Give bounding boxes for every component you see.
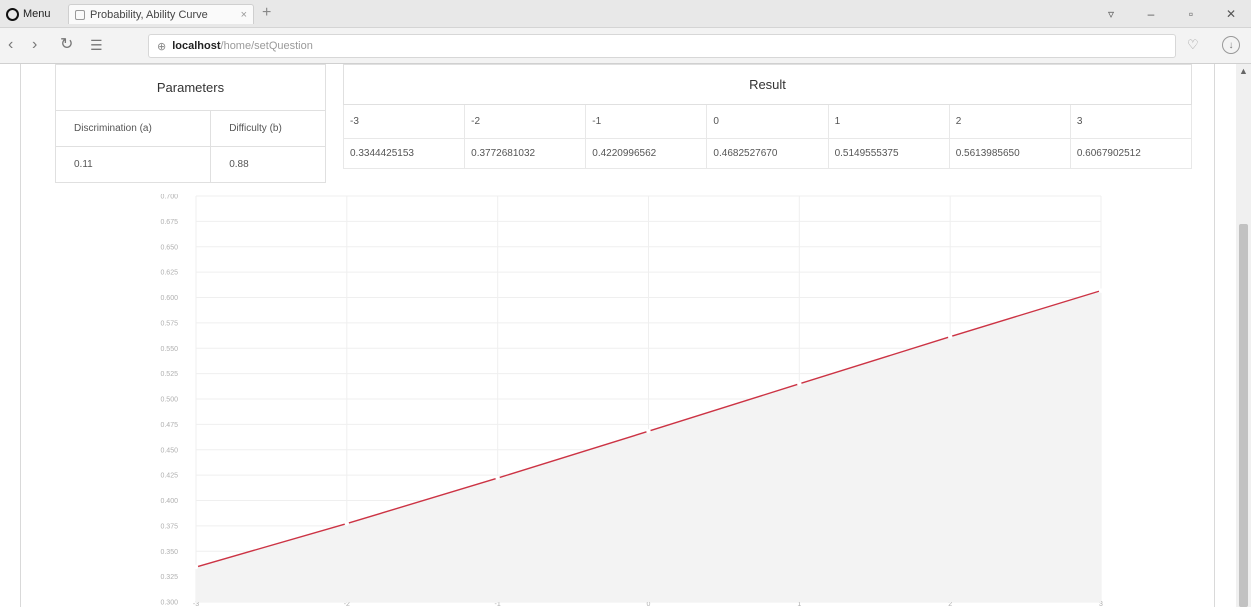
y-tick-label: 0.625 xyxy=(160,270,178,277)
x-tick-label: -1 xyxy=(495,601,501,607)
y-tick-label: 0.675 xyxy=(160,219,178,226)
data-point xyxy=(646,428,651,434)
reload-icon[interactable]: ↻ xyxy=(60,36,74,53)
ability-header: -2 xyxy=(464,104,587,139)
menu-label: Menu xyxy=(23,8,51,20)
ability-header: 3 xyxy=(1069,104,1193,139)
ability-header: -3 xyxy=(342,104,466,139)
data-point xyxy=(193,564,199,570)
y-tick-label: 0.550 xyxy=(160,346,178,353)
ability-header: 1 xyxy=(827,104,950,139)
minimize-icon[interactable]: – xyxy=(1147,7,1155,21)
data-point xyxy=(947,334,953,339)
address-toolbar: ‹ › ↻ ☰ ⊕ localhost/home/setQuestion ♡ ↓ xyxy=(0,28,1251,64)
globe-icon: ⊕ xyxy=(157,40,167,53)
url-host: localhost xyxy=(172,40,221,52)
ability-header: 2 xyxy=(948,104,1071,139)
y-tick-label: 0.425 xyxy=(160,473,178,480)
probability-cell: 0.5613985650 xyxy=(948,138,1071,169)
difficulty-label: Difficulty (b) xyxy=(210,110,326,147)
y-tick-label: 0.600 xyxy=(160,295,178,302)
probability-chart: 0.700 0.675 0.650 0.625 0.600 0.575 0.550 0.525… xyxy=(160,194,1104,607)
container-border-right xyxy=(1214,64,1215,607)
maximize-icon[interactable]: ▫ xyxy=(1188,7,1194,21)
y-tick-label: 0.475 xyxy=(160,422,178,429)
x-tick-label: 2 xyxy=(948,601,952,607)
menu-button[interactable]: Menu xyxy=(2,4,55,24)
y-tick-label: 0.700 xyxy=(160,194,178,201)
result-heading: Result xyxy=(343,64,1192,105)
y-tick-label: 0.450 xyxy=(160,447,178,454)
discrimination-value: 0.11 xyxy=(54,146,212,183)
data-point xyxy=(1098,288,1104,293)
x-tick-label: -3 xyxy=(193,601,199,607)
ability-header: 0 xyxy=(706,104,829,139)
data-point xyxy=(344,521,350,526)
browser-tab[interactable]: Probability, Ability Curve × xyxy=(68,4,254,24)
y-tick-label: 0.525 xyxy=(160,371,178,378)
y-tick-label: 0.400 xyxy=(160,498,178,505)
probability-cell: 0.5149555375 xyxy=(827,138,950,169)
y-tick-label: 0.375 xyxy=(160,523,178,530)
probability-cell: 0.6067902512 xyxy=(1069,138,1193,169)
opera-logo-icon xyxy=(6,7,19,21)
container-border-left xyxy=(20,64,21,607)
area-fill xyxy=(196,290,1101,602)
x-tick-label: 1 xyxy=(797,601,801,607)
probability-cell: 0.4220996562 xyxy=(585,138,708,169)
download-icon[interactable]: ↓ xyxy=(1222,36,1240,54)
y-tick-label: 0.300 xyxy=(160,600,178,607)
y-tick-label: 0.325 xyxy=(160,574,178,581)
scroll-thumb[interactable] xyxy=(1239,224,1248,607)
back-icon[interactable]: ‹ xyxy=(8,36,14,53)
vertical-scrollbar[interactable]: ▲ xyxy=(1236,64,1251,607)
x-tick-label: -2 xyxy=(344,601,350,607)
discrimination-label: Discrimination (a) xyxy=(54,110,212,147)
data-point xyxy=(797,381,802,387)
forward-icon[interactable]: › xyxy=(32,36,38,53)
address-field[interactable]: ⊕ localhost/home/setQuestion xyxy=(148,34,1176,58)
probability-cell: 0.3344425153 xyxy=(342,138,466,169)
y-tick-label: 0.350 xyxy=(160,549,178,556)
url-path: /home/setQuestion xyxy=(220,40,313,52)
x-tick-label: 3 xyxy=(1099,601,1103,607)
page-favicon-icon xyxy=(75,9,85,20)
x-tick-label: 0 xyxy=(647,601,651,607)
y-tick-label: 0.575 xyxy=(160,320,178,327)
bookmark-heart-icon[interactable]: ♡ xyxy=(1187,37,1199,52)
parameters-heading: Parameters xyxy=(55,64,326,111)
result-table: Result -3 -2 -1 0 1 2 3 0.3344425153 0.3… xyxy=(342,64,1193,169)
y-tick-label: 0.500 xyxy=(160,397,178,404)
tab-menu-icon[interactable]: ▿ xyxy=(1107,7,1115,21)
ability-header: -1 xyxy=(585,104,708,139)
parameters-table: Parameters Discrimination (a) Difficulty… xyxy=(54,64,326,183)
page-content: ▲ Parameters Discrimination (a) Difficul… xyxy=(0,64,1251,607)
scroll-up-icon[interactable]: ▲ xyxy=(1239,66,1248,76)
probability-cell: 0.3772681032 xyxy=(464,138,587,169)
data-point xyxy=(495,475,500,481)
close-window-icon[interactable]: ✕ xyxy=(1225,7,1237,21)
speed-dial-icon[interactable]: ☰ xyxy=(90,37,103,53)
difficulty-value: 0.88 xyxy=(210,146,326,183)
browser-titlebar: Menu Probability, Ability Curve × + ▿ – … xyxy=(0,0,1251,28)
y-tick-label: 0.650 xyxy=(160,244,178,251)
new-tab-icon[interactable]: + xyxy=(262,4,272,21)
tab-title: Probability, Ability Curve xyxy=(90,8,208,21)
window-controls: ▿ – ▫ ✕ xyxy=(1091,0,1251,28)
probability-cell: 0.4682527670 xyxy=(706,138,829,169)
tab-close-icon[interactable]: × xyxy=(240,8,247,21)
